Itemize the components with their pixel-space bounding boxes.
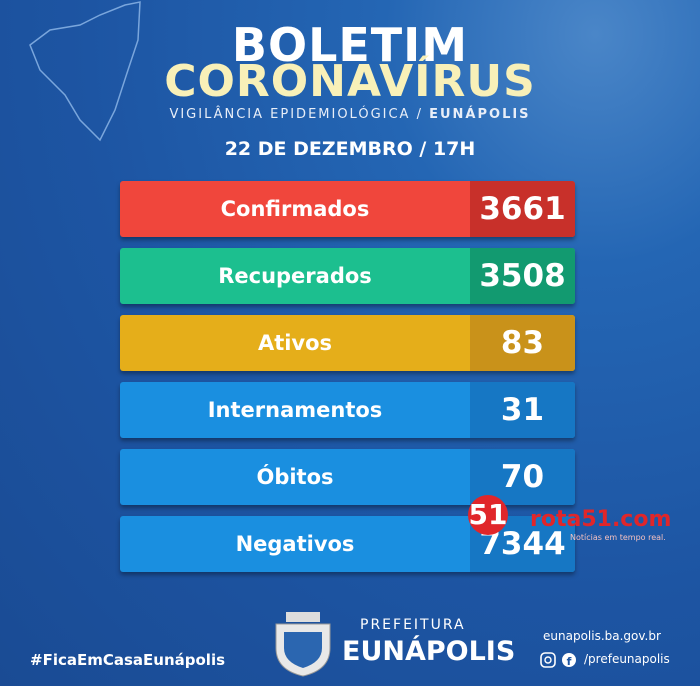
title: CORONAVÍRUS — [164, 56, 536, 107]
subtitle-text: VIGILÂNCIA EPIDEMIOLÓGICA / — [169, 107, 423, 122]
watermark-logo: 51 — [468, 495, 508, 535]
stat-value: 70 — [470, 449, 575, 505]
stat-label: Ativos — [257, 331, 333, 355]
hashtag: #FicaEmCasaEunápolis — [30, 651, 226, 669]
stat-value: 3508 — [470, 248, 575, 304]
watermark-tagline: Notícias em tempo real. — [570, 533, 666, 542]
subtitle: VIGILÂNCIA EPIDEMIOLÓGICA / EUNÁPOLIS — [0, 107, 700, 122]
watermark-site: rota51.com — [530, 507, 672, 532]
svg-text:f: f — [567, 655, 572, 668]
title: BOLETIM — [231, 18, 469, 72]
org-line1: PREFEITURA — [360, 617, 466, 633]
stat-label: Recuperados — [218, 264, 372, 288]
stat-row: Óbitos 70 — [120, 449, 575, 505]
stat-value: 31 — [470, 382, 575, 438]
org-line2: EUNÁPOLIS — [342, 636, 516, 667]
stat-value: 3661 — [470, 181, 575, 237]
stat-label: Óbitos — [256, 465, 334, 489]
map-outline — [29, 1, 141, 142]
stat-row: Internamentos 31 — [120, 382, 575, 438]
social-icons: f — [540, 652, 576, 668]
stat-row: Confirmados 3661 — [120, 181, 575, 237]
stat-label: Internamentos — [207, 398, 383, 422]
stat-label: Confirmados — [220, 197, 370, 221]
crest — [275, 612, 331, 677]
stat-row: Negativos 7344 — [120, 516, 575, 572]
stat-label: Negativos — [235, 532, 355, 556]
subtitle-place: EUNÁPOLIS — [429, 107, 531, 122]
stat-row: Ativos 83 — [120, 315, 575, 371]
stat-row: Recuperados 3508 — [120, 248, 575, 304]
website: eunapolis.ba.gov.br — [543, 629, 661, 643]
social-handle: /prefeunapolis — [584, 652, 670, 666]
stat-value: 83 — [470, 315, 575, 371]
date: 22 DE DEZEMBRO / 17H — [224, 138, 476, 160]
